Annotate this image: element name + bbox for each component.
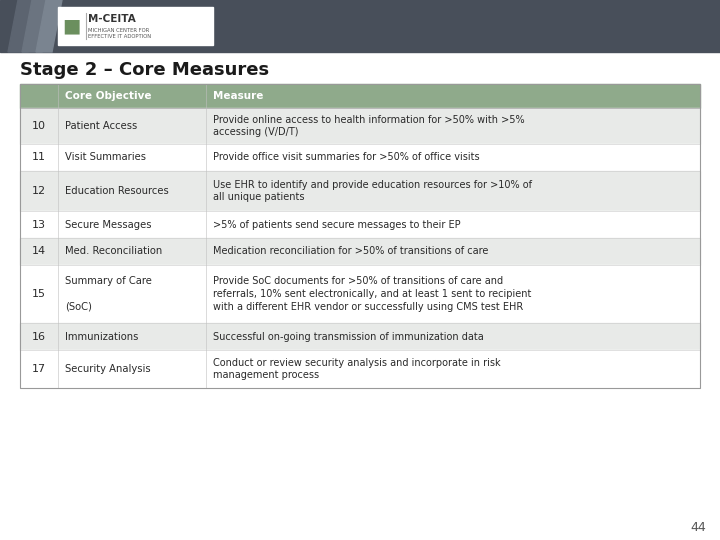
- Text: 17: 17: [32, 364, 46, 374]
- Text: Med. Reconciliation: Med. Reconciliation: [65, 246, 162, 256]
- Text: Immunizations: Immunizations: [65, 332, 138, 341]
- Polygon shape: [22, 0, 52, 52]
- Text: ■: ■: [62, 17, 80, 36]
- Text: 13: 13: [32, 219, 46, 230]
- Bar: [20, 144, 700, 171]
- Text: Core Objective: Core Objective: [65, 91, 151, 101]
- Text: 44: 44: [690, 521, 706, 534]
- Text: 16: 16: [32, 332, 46, 341]
- Text: EFFECTIVE IT ADOPTION: EFFECTIVE IT ADOPTION: [88, 33, 151, 38]
- Text: Measure: Measure: [213, 91, 264, 101]
- Text: Provide SoC documents for >50% of transitions of care and
referrals, 10% sent el: Provide SoC documents for >50% of transi…: [213, 276, 531, 312]
- Text: Patient Access: Patient Access: [65, 121, 138, 131]
- Text: Medication reconciliation for >50% of transitions of care: Medication reconciliation for >50% of tr…: [213, 246, 488, 256]
- Text: 15: 15: [32, 289, 46, 299]
- Bar: [20, 238, 700, 265]
- Polygon shape: [8, 0, 38, 52]
- Text: 10: 10: [32, 121, 46, 131]
- Bar: [58, 7, 213, 45]
- Text: Conduct or review security analysis and incorporate in risk
management process: Conduct or review security analysis and …: [213, 357, 500, 380]
- Bar: [20, 350, 700, 388]
- Text: Visit Summaries: Visit Summaries: [65, 152, 146, 163]
- Text: Use EHR to identify and provide education resources for >10% of
all unique patie: Use EHR to identify and provide educatio…: [213, 180, 532, 202]
- Bar: [20, 211, 700, 238]
- Text: Education Resources: Education Resources: [65, 186, 168, 196]
- Text: Summary of Care

(SoC): Summary of Care (SoC): [65, 276, 152, 312]
- Bar: [20, 84, 700, 108]
- Text: 12: 12: [32, 186, 46, 196]
- Bar: [20, 108, 700, 144]
- Text: Security Analysis: Security Analysis: [65, 364, 150, 374]
- Bar: [20, 265, 700, 323]
- Text: 11: 11: [32, 152, 46, 163]
- Bar: [20, 171, 700, 211]
- Text: >5% of patients send secure messages to their EP: >5% of patients send secure messages to …: [213, 219, 461, 230]
- Text: MICHIGAN CENTER FOR: MICHIGAN CENTER FOR: [88, 28, 149, 32]
- Text: Stage 2 – Core Measures: Stage 2 – Core Measures: [20, 61, 269, 79]
- Text: Successful on-going transmission of immunization data: Successful on-going transmission of immu…: [213, 332, 484, 341]
- Bar: [20, 323, 700, 350]
- Text: 14: 14: [32, 246, 46, 256]
- Polygon shape: [36, 0, 62, 52]
- Text: Secure Messages: Secure Messages: [65, 219, 151, 230]
- Bar: [0, 0, 720, 52]
- Text: Provide office visit summaries for >50% of office visits: Provide office visit summaries for >50% …: [213, 152, 480, 163]
- Text: Provide online access to health information for >50% with >5%
accessing (V/D/T): Provide online access to health informat…: [213, 114, 525, 137]
- Bar: [20, 84, 700, 388]
- Text: M-CEITA: M-CEITA: [88, 14, 136, 24]
